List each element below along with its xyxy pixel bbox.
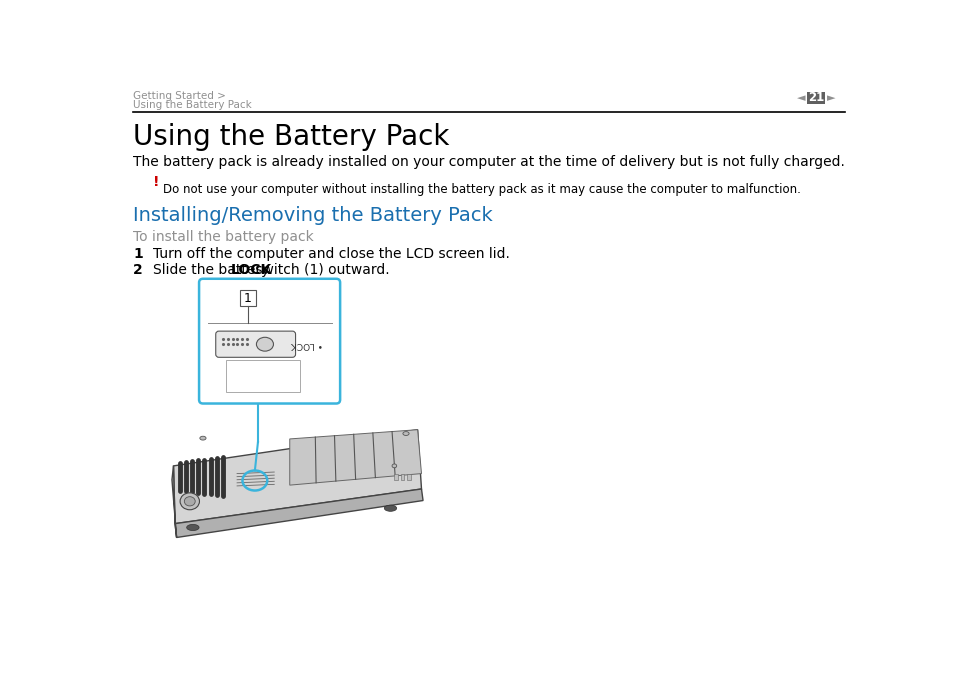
Polygon shape (173, 430, 421, 524)
Text: LOCK: LOCK (231, 263, 272, 276)
Text: Using the Battery Pack: Using the Battery Pack (133, 100, 252, 110)
FancyBboxPatch shape (199, 279, 340, 404)
Ellipse shape (184, 497, 195, 506)
Bar (400, 474, 404, 480)
Ellipse shape (256, 337, 274, 351)
FancyBboxPatch shape (806, 92, 824, 104)
Bar (394, 474, 397, 480)
Text: 21: 21 (807, 91, 823, 104)
Text: To install the battery pack: To install the battery pack (133, 231, 314, 244)
Ellipse shape (180, 493, 199, 510)
Ellipse shape (402, 431, 409, 435)
Polygon shape (290, 430, 421, 485)
Text: 2: 2 (133, 263, 143, 276)
FancyBboxPatch shape (215, 331, 295, 357)
Text: ◄: ◄ (796, 93, 804, 103)
Bar (406, 474, 410, 480)
Text: The battery pack is already installed on your computer at the time of delivery b: The battery pack is already installed on… (133, 155, 844, 168)
Text: switch (1) outward.: switch (1) outward. (251, 263, 389, 276)
Text: • LOCK: • LOCK (291, 340, 322, 348)
Polygon shape (172, 466, 176, 537)
Text: 1: 1 (244, 292, 252, 305)
Text: 1: 1 (133, 247, 143, 262)
Ellipse shape (187, 524, 199, 530)
Text: !: ! (153, 175, 160, 189)
Ellipse shape (199, 436, 206, 440)
Text: Getting Started >: Getting Started > (133, 91, 226, 101)
Text: Using the Battery Pack: Using the Battery Pack (133, 123, 449, 151)
Text: Do not use your computer without installing the battery pack as it may cause the: Do not use your computer without install… (163, 183, 801, 196)
Text: Turn off the computer and close the LCD screen lid.: Turn off the computer and close the LCD … (153, 247, 510, 262)
Text: Slide the battery: Slide the battery (153, 263, 274, 276)
Ellipse shape (392, 464, 396, 468)
Text: Installing/Removing the Battery Pack: Installing/Removing the Battery Pack (133, 206, 493, 224)
Polygon shape (174, 489, 422, 537)
Bar (226, 360, 299, 392)
Bar (240, 290, 255, 306)
Text: ►: ► (826, 93, 835, 103)
Ellipse shape (384, 505, 396, 512)
